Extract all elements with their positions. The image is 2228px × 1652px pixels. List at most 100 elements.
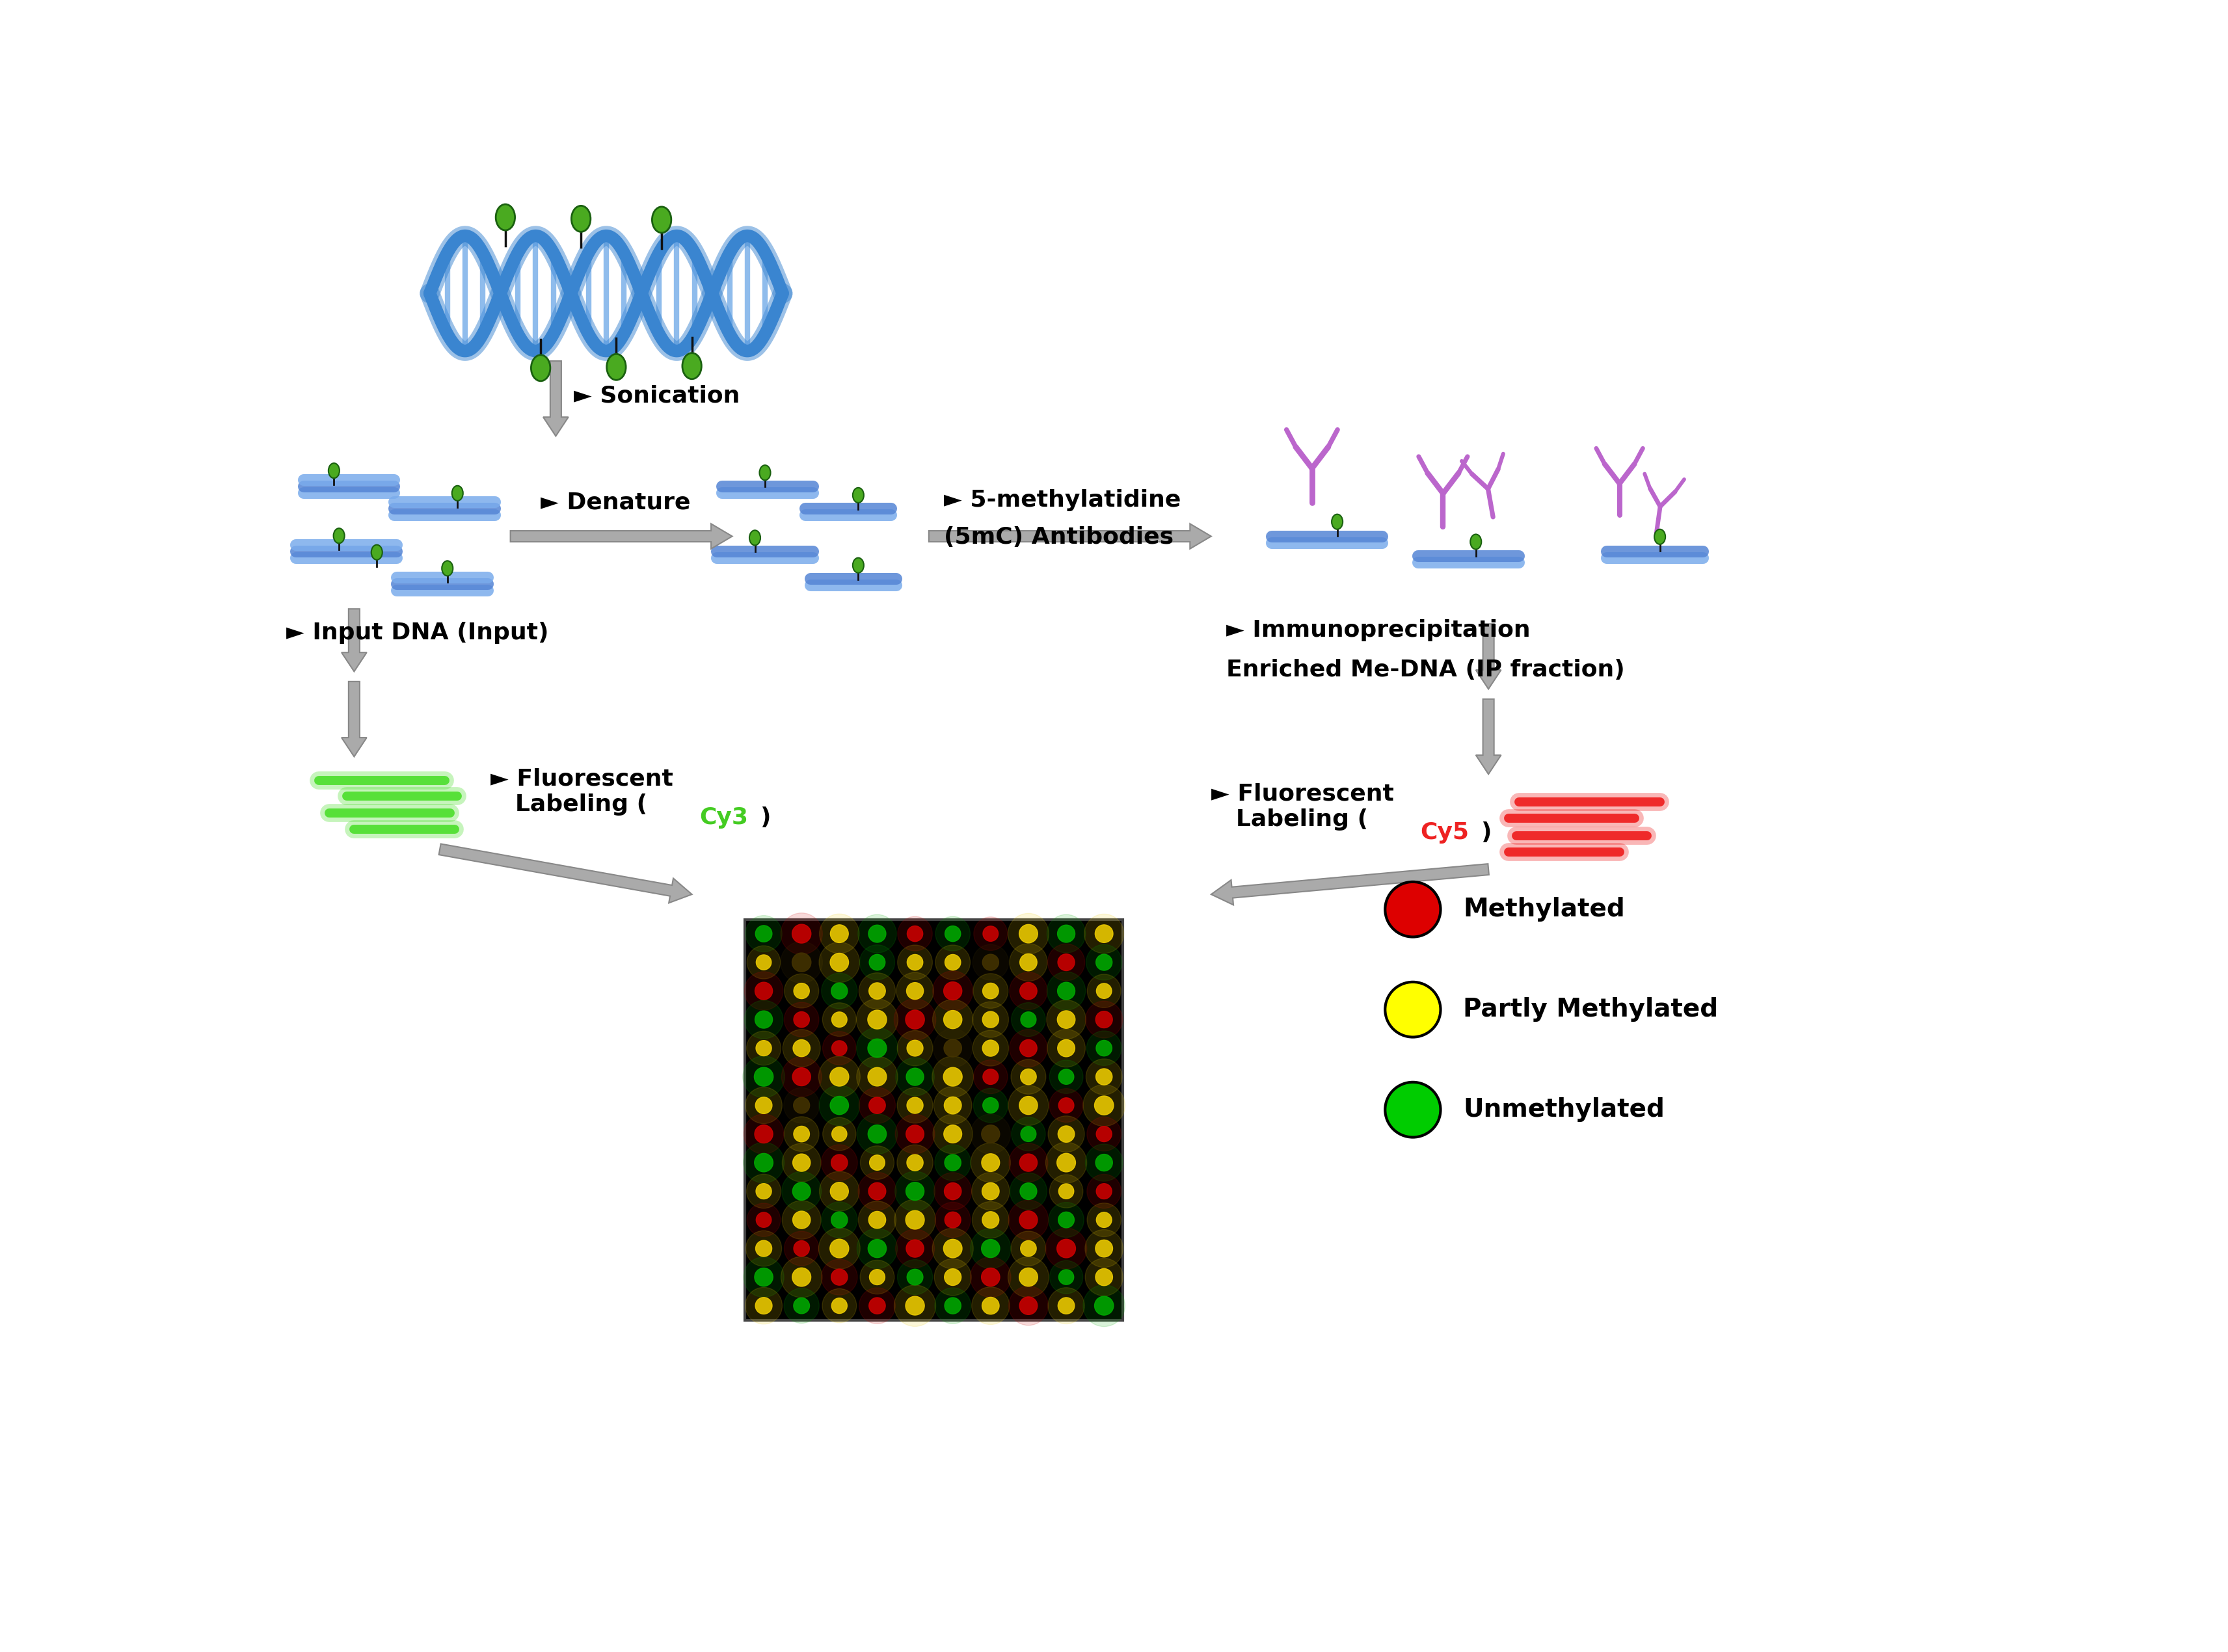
Circle shape (820, 942, 860, 983)
Circle shape (1058, 1097, 1074, 1113)
Circle shape (1058, 1184, 1074, 1199)
Circle shape (869, 955, 885, 970)
Text: ): ) (1482, 821, 1491, 844)
Circle shape (784, 1003, 820, 1037)
Circle shape (896, 1171, 936, 1211)
Circle shape (755, 1213, 771, 1227)
Circle shape (755, 925, 773, 942)
Circle shape (983, 1153, 1000, 1171)
Circle shape (983, 1125, 1000, 1143)
Polygon shape (341, 682, 368, 757)
Circle shape (860, 945, 896, 980)
Circle shape (1087, 1175, 1121, 1208)
Circle shape (945, 1011, 962, 1029)
Circle shape (869, 1269, 885, 1285)
Circle shape (936, 1289, 971, 1323)
Circle shape (1020, 1039, 1036, 1057)
Circle shape (1009, 971, 1047, 1009)
Circle shape (831, 1211, 847, 1227)
Circle shape (793, 1011, 809, 1028)
Circle shape (1094, 1095, 1114, 1115)
Circle shape (856, 1056, 898, 1097)
Text: Methylated: Methylated (1464, 897, 1624, 922)
Circle shape (1009, 1085, 1049, 1125)
Text: ► Input DNA (Input): ► Input DNA (Input) (285, 621, 548, 644)
Circle shape (1386, 1082, 1442, 1137)
Circle shape (831, 925, 849, 943)
Circle shape (945, 1039, 962, 1057)
Text: Partly Methylated: Partly Methylated (1464, 998, 1718, 1023)
Circle shape (1058, 1125, 1074, 1142)
Circle shape (782, 1201, 820, 1239)
Circle shape (1096, 1213, 1112, 1227)
Circle shape (755, 1125, 773, 1143)
Circle shape (971, 1257, 1012, 1297)
Circle shape (1096, 1155, 1112, 1171)
Circle shape (755, 1097, 773, 1113)
Circle shape (1094, 925, 1114, 943)
Ellipse shape (606, 354, 626, 380)
Circle shape (793, 1211, 811, 1229)
Circle shape (793, 1039, 811, 1057)
Circle shape (831, 1127, 847, 1142)
Circle shape (744, 1001, 782, 1039)
Circle shape (945, 1183, 960, 1199)
Circle shape (934, 1259, 971, 1295)
Circle shape (1087, 1117, 1121, 1151)
Ellipse shape (497, 205, 515, 230)
Ellipse shape (334, 529, 345, 544)
Circle shape (1096, 1127, 1112, 1142)
Circle shape (898, 917, 931, 952)
Circle shape (983, 1097, 998, 1113)
Polygon shape (1475, 624, 1502, 689)
Circle shape (971, 1229, 1012, 1269)
Ellipse shape (853, 558, 864, 573)
Circle shape (1087, 975, 1121, 1008)
Circle shape (822, 1031, 856, 1066)
Circle shape (831, 1155, 847, 1171)
Circle shape (931, 1227, 974, 1269)
Circle shape (856, 1028, 898, 1069)
Circle shape (936, 1145, 971, 1181)
Circle shape (905, 1297, 925, 1315)
Circle shape (974, 945, 1009, 980)
Circle shape (831, 1013, 847, 1028)
Text: ► Sonication: ► Sonication (573, 385, 740, 406)
Text: ► Denature: ► Denature (541, 492, 691, 514)
Circle shape (829, 1067, 849, 1085)
Circle shape (983, 1041, 998, 1056)
Circle shape (1018, 1267, 1038, 1287)
Circle shape (869, 1297, 885, 1313)
Circle shape (1047, 915, 1085, 953)
Circle shape (784, 1289, 820, 1323)
Circle shape (942, 1239, 962, 1257)
Circle shape (1386, 882, 1442, 937)
Circle shape (936, 945, 969, 980)
Circle shape (907, 1239, 925, 1257)
Circle shape (971, 1201, 1009, 1239)
Polygon shape (341, 610, 368, 671)
Circle shape (898, 1259, 934, 1295)
Circle shape (793, 1097, 809, 1113)
Circle shape (869, 925, 887, 942)
Circle shape (896, 1115, 936, 1153)
Circle shape (1012, 1059, 1045, 1094)
Circle shape (983, 1011, 998, 1028)
Circle shape (822, 1259, 858, 1295)
Circle shape (755, 983, 773, 999)
Circle shape (1047, 999, 1085, 1039)
Circle shape (1020, 1241, 1036, 1257)
Circle shape (755, 1011, 773, 1028)
Ellipse shape (1332, 514, 1343, 529)
Circle shape (898, 1031, 934, 1066)
Polygon shape (510, 524, 733, 548)
Circle shape (893, 1199, 936, 1241)
Circle shape (860, 973, 896, 1009)
Circle shape (742, 1056, 784, 1097)
Circle shape (1009, 1029, 1047, 1067)
Circle shape (1020, 1183, 1036, 1199)
Circle shape (983, 983, 998, 999)
Circle shape (1009, 943, 1047, 981)
Polygon shape (544, 362, 568, 436)
Circle shape (971, 1173, 1009, 1211)
